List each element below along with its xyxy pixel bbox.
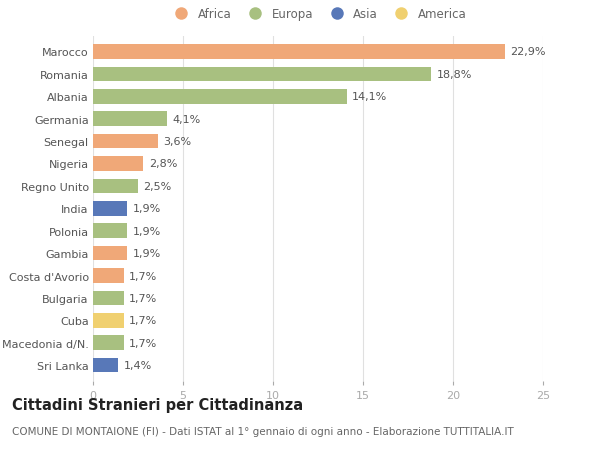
- Bar: [93, 358, 118, 373]
- Bar: [93, 179, 138, 194]
- Text: 1,7%: 1,7%: [129, 293, 157, 303]
- Bar: [93, 67, 431, 82]
- Text: 1,9%: 1,9%: [133, 249, 161, 258]
- Text: 18,8%: 18,8%: [437, 70, 472, 80]
- Text: Cittadini Stranieri per Cittadinanza: Cittadini Stranieri per Cittadinanza: [12, 397, 303, 412]
- Text: 2,5%: 2,5%: [143, 181, 172, 191]
- Text: 14,1%: 14,1%: [352, 92, 388, 102]
- Bar: [93, 112, 167, 127]
- Bar: [93, 291, 124, 306]
- Text: 1,7%: 1,7%: [129, 338, 157, 348]
- Text: 1,9%: 1,9%: [133, 204, 161, 214]
- Bar: [93, 313, 124, 328]
- Bar: [93, 90, 347, 104]
- Text: 1,9%: 1,9%: [133, 226, 161, 236]
- Text: 2,8%: 2,8%: [149, 159, 177, 169]
- Text: 22,9%: 22,9%: [511, 47, 546, 57]
- Bar: [93, 246, 127, 261]
- Text: 1,4%: 1,4%: [124, 360, 152, 370]
- Text: 3,6%: 3,6%: [163, 137, 191, 147]
- Text: 4,1%: 4,1%: [172, 114, 200, 124]
- Bar: [93, 157, 143, 171]
- Bar: [93, 134, 158, 149]
- Bar: [93, 202, 127, 216]
- Bar: [93, 269, 124, 283]
- Text: 1,7%: 1,7%: [129, 316, 157, 325]
- Legend: Africa, Europa, Asia, America: Africa, Europa, Asia, America: [169, 8, 467, 21]
- Text: 1,7%: 1,7%: [129, 271, 157, 281]
- Bar: [93, 45, 505, 60]
- Text: COMUNE DI MONTAIONE (FI) - Dati ISTAT al 1° gennaio di ogni anno - Elaborazione : COMUNE DI MONTAIONE (FI) - Dati ISTAT al…: [12, 426, 514, 436]
- Bar: [93, 336, 124, 350]
- Bar: [93, 224, 127, 239]
